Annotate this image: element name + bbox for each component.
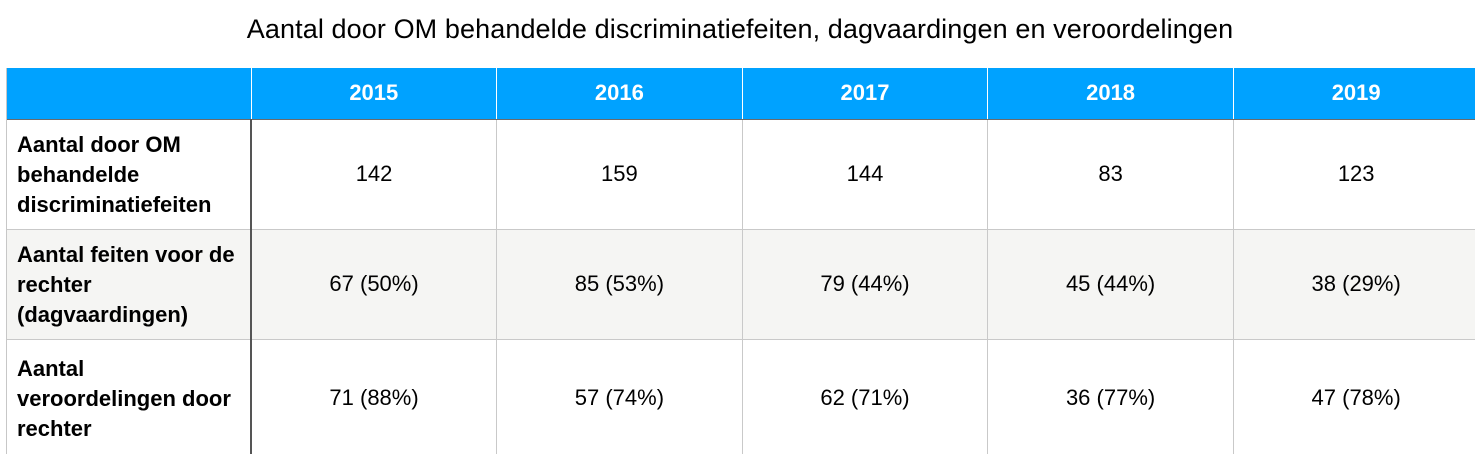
header-cell-year: 2017 [742, 68, 989, 120]
data-table: 2015 2016 2017 2018 2019 Aantal door OM … [7, 68, 1475, 454]
data-cell: 144 [742, 119, 989, 230]
data-cell: 159 [496, 119, 743, 230]
data-cell: 38 (29%) [1233, 229, 1475, 340]
data-cell: 142 [251, 119, 498, 230]
row-label: Aantal veroordelingen door rechter [7, 339, 252, 454]
row-label: Aantal door OM behandelde discriminatief… [7, 119, 252, 230]
data-cell: 123 [1233, 119, 1475, 230]
data-cell: 79 (44%) [742, 229, 989, 340]
data-cell: 85 (53%) [496, 229, 743, 340]
data-cell: 45 (44%) [987, 229, 1234, 340]
data-cell: 71 (88%) [251, 339, 498, 454]
data-cell: 36 (77%) [987, 339, 1234, 454]
data-cell: 57 (74%) [496, 339, 743, 454]
row-label: Aantal feiten voor de rechter (dagvaardi… [7, 229, 252, 340]
table-row: Aantal feiten voor de rechter (dagvaardi… [7, 229, 1475, 340]
chart-title: Aantal door OM behandelde discriminatief… [246, 14, 1234, 44]
data-cell: 67 (50%) [251, 229, 498, 340]
header-cell-year: 2016 [496, 68, 743, 120]
table-row: Aantal door OM behandelde discriminatief… [7, 119, 1475, 230]
data-cell: 83 [987, 119, 1234, 230]
header-cell-year: 2015 [251, 68, 498, 120]
header-corner-cell [7, 68, 252, 120]
header-row: 2015 2016 2017 2018 2019 [7, 68, 1475, 120]
data-table-container: 2015 2016 2017 2018 2019 Aantal door OM … [6, 68, 1475, 454]
table-row: Aantal veroordelingen door rechter 71 (8… [7, 339, 1475, 454]
data-cell: 62 (71%) [742, 339, 989, 454]
header-cell-year: 2018 [987, 68, 1234, 120]
header-cell-year: 2019 [1233, 68, 1475, 120]
data-cell: 47 (78%) [1233, 339, 1475, 454]
